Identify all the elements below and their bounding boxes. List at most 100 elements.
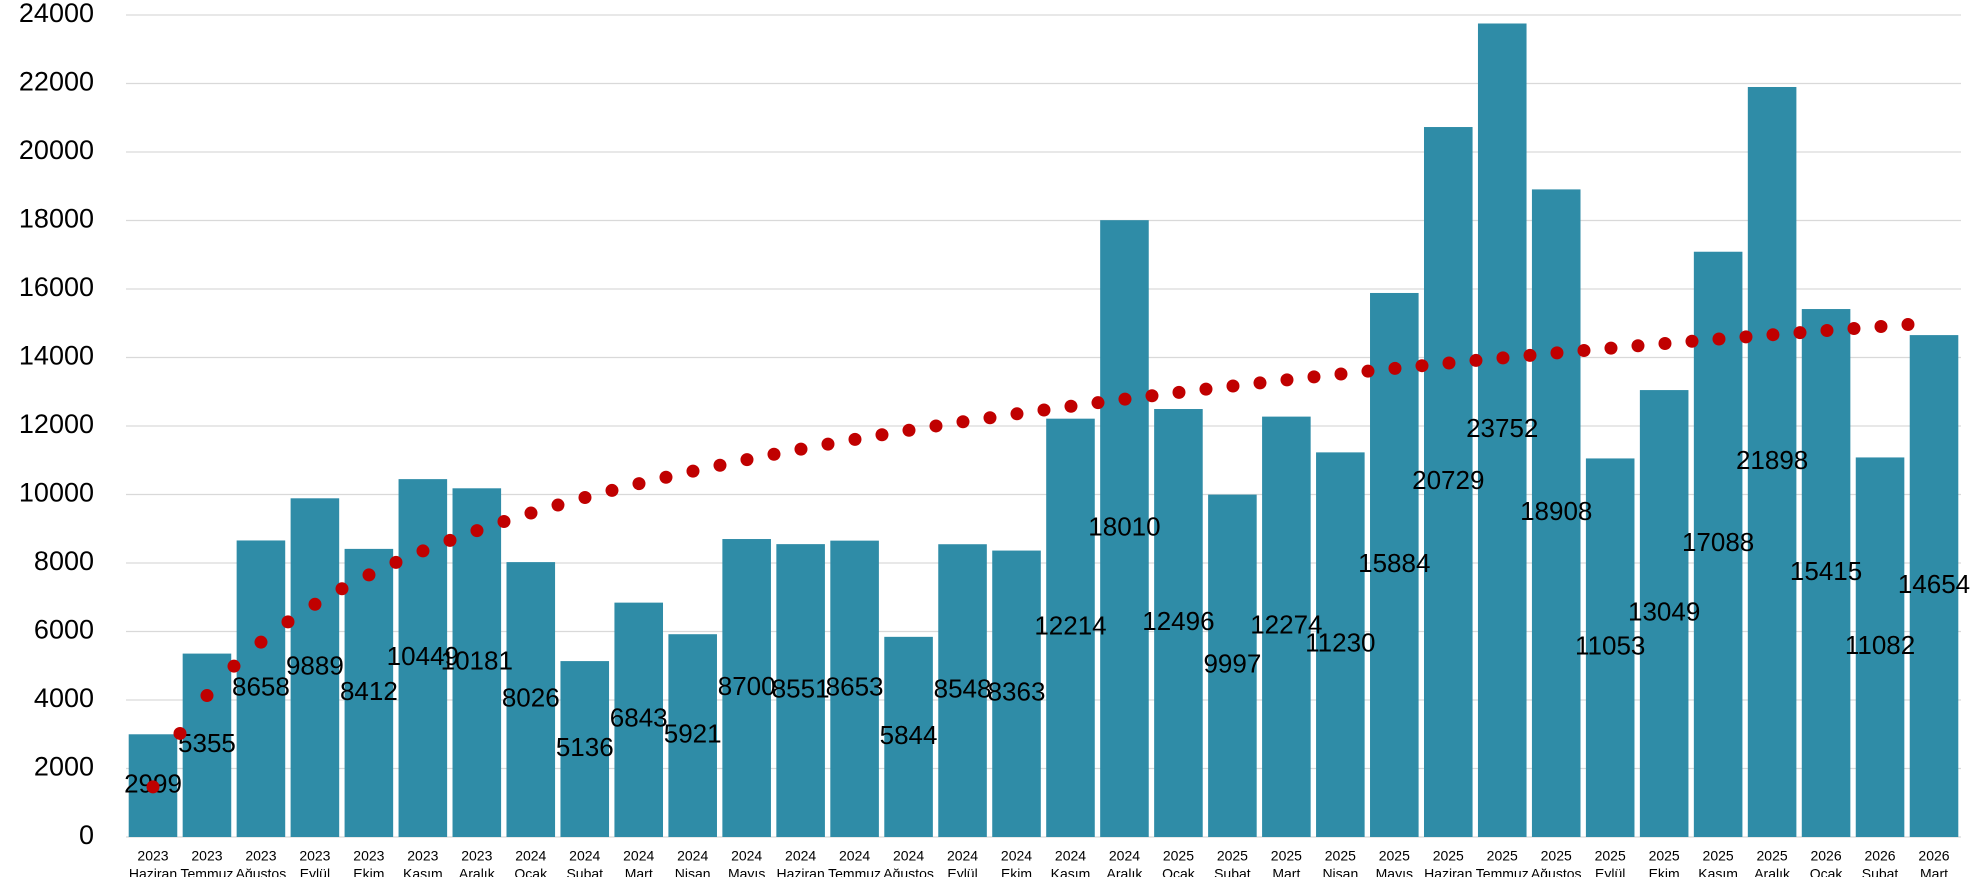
category-year: 2025 xyxy=(1379,848,1410,864)
data-label: 10181 xyxy=(441,646,513,676)
trendline-dot xyxy=(1847,321,1861,335)
data-label: 6843 xyxy=(610,703,668,733)
category-year: 2025 xyxy=(1271,848,1302,864)
trendline-dot xyxy=(1442,356,1456,370)
category-month: Ocak xyxy=(514,866,548,877)
trendline-dot xyxy=(875,428,889,442)
trendline-dot xyxy=(1415,359,1429,373)
bar xyxy=(236,540,286,837)
y-tick-label: 4000 xyxy=(34,683,94,713)
category-year: 2023 xyxy=(299,848,330,864)
category-year: 2025 xyxy=(1487,848,1518,864)
category-year: 2024 xyxy=(785,848,816,864)
bar xyxy=(1531,189,1581,837)
trendline-dot xyxy=(1901,318,1915,332)
category-year: 2023 xyxy=(461,848,492,864)
trendline-dot xyxy=(686,464,700,478)
bar xyxy=(344,548,394,837)
trendline-dot xyxy=(1388,361,1402,375)
category-year: 2026 xyxy=(1810,848,1841,864)
bar xyxy=(776,544,825,837)
data-label: 9889 xyxy=(286,651,344,681)
category-year: 2024 xyxy=(1109,848,1140,864)
category-month: Aralık xyxy=(1107,866,1144,877)
trendline-dot xyxy=(929,419,943,433)
category-month: Şubat xyxy=(566,866,603,877)
bar xyxy=(1046,418,1095,837)
category-year: 2024 xyxy=(947,848,978,864)
data-label: 5844 xyxy=(880,720,938,750)
category-month: Ağustos xyxy=(1531,866,1582,877)
category-year: 2023 xyxy=(191,848,222,864)
data-label: 8551 xyxy=(772,673,830,703)
trendline-dot xyxy=(443,533,457,547)
trendline-dot xyxy=(821,437,835,451)
category-year: 2025 xyxy=(1595,848,1626,864)
trendline-dot xyxy=(416,544,430,558)
category-month: Temmuz xyxy=(1476,866,1529,877)
category-year: 2023 xyxy=(353,848,384,864)
trendline-dot xyxy=(632,477,646,491)
trendline-dot xyxy=(659,470,673,484)
category-year: 2024 xyxy=(515,848,546,864)
trendline-dot xyxy=(1793,326,1807,340)
category-year: 2025 xyxy=(1433,848,1464,864)
bar xyxy=(1477,23,1527,837)
y-tick-label: 16000 xyxy=(19,272,94,302)
bar xyxy=(1909,335,1959,837)
trendline-dot xyxy=(1469,353,1483,367)
data-label: 15884 xyxy=(1358,548,1430,578)
data-label: 8363 xyxy=(988,677,1046,707)
category-month: Eylül xyxy=(1595,866,1625,877)
data-label: 8700 xyxy=(718,671,776,701)
bar xyxy=(1639,390,1689,837)
data-label: 12274 xyxy=(1250,610,1322,640)
category-month: Ocak xyxy=(1810,866,1844,877)
category-month: Haziran xyxy=(129,866,177,877)
bar xyxy=(1855,457,1905,837)
trendline-dot xyxy=(740,453,754,467)
trendline-dot xyxy=(1010,407,1024,421)
category-year: 2026 xyxy=(1864,848,1895,864)
trendline-dot xyxy=(1874,319,1888,333)
data-label: 5355 xyxy=(178,728,236,758)
data-label: 11053 xyxy=(1575,631,1645,661)
category-year: 2024 xyxy=(839,848,870,864)
bar xyxy=(1100,220,1149,838)
data-label: 12214 xyxy=(1034,611,1106,641)
trendline-dot xyxy=(1253,376,1267,390)
category-month: Mayıs xyxy=(728,866,765,877)
y-tick-label: 6000 xyxy=(34,615,94,645)
y-tick-label: 10000 xyxy=(19,478,94,508)
trendline-dot xyxy=(227,659,241,673)
category-month: Aralık xyxy=(1754,866,1791,877)
bar xyxy=(938,544,987,837)
bar xyxy=(1316,452,1365,837)
category-year: 2023 xyxy=(245,848,276,864)
bar xyxy=(1423,127,1473,838)
bar xyxy=(182,653,232,837)
bar xyxy=(1208,494,1257,837)
trendline-dot xyxy=(1172,385,1186,399)
trendline-dot xyxy=(1361,364,1375,378)
trendline-dot xyxy=(524,506,538,520)
data-label: 10449 xyxy=(387,641,459,671)
category-month: Mart xyxy=(625,866,653,877)
bar xyxy=(506,562,556,837)
bar xyxy=(1154,409,1203,837)
category-year: 2023 xyxy=(137,848,168,864)
category-year: 2024 xyxy=(1055,848,1086,864)
trendline-dot xyxy=(1118,392,1132,406)
category-month: Şubat xyxy=(1862,866,1899,877)
data-label: 5136 xyxy=(556,732,614,762)
bar xyxy=(452,488,502,837)
category-year: 2023 xyxy=(407,848,438,864)
category-month: Kasım xyxy=(1051,866,1091,877)
data-label: 15415 xyxy=(1790,556,1862,586)
bar xyxy=(830,540,879,837)
trendline-dot xyxy=(1280,373,1294,387)
trendline-dot xyxy=(956,415,970,429)
data-label: 21898 xyxy=(1736,445,1808,475)
data-label: 13049 xyxy=(1628,596,1700,626)
data-label: 14654 xyxy=(1898,569,1970,599)
